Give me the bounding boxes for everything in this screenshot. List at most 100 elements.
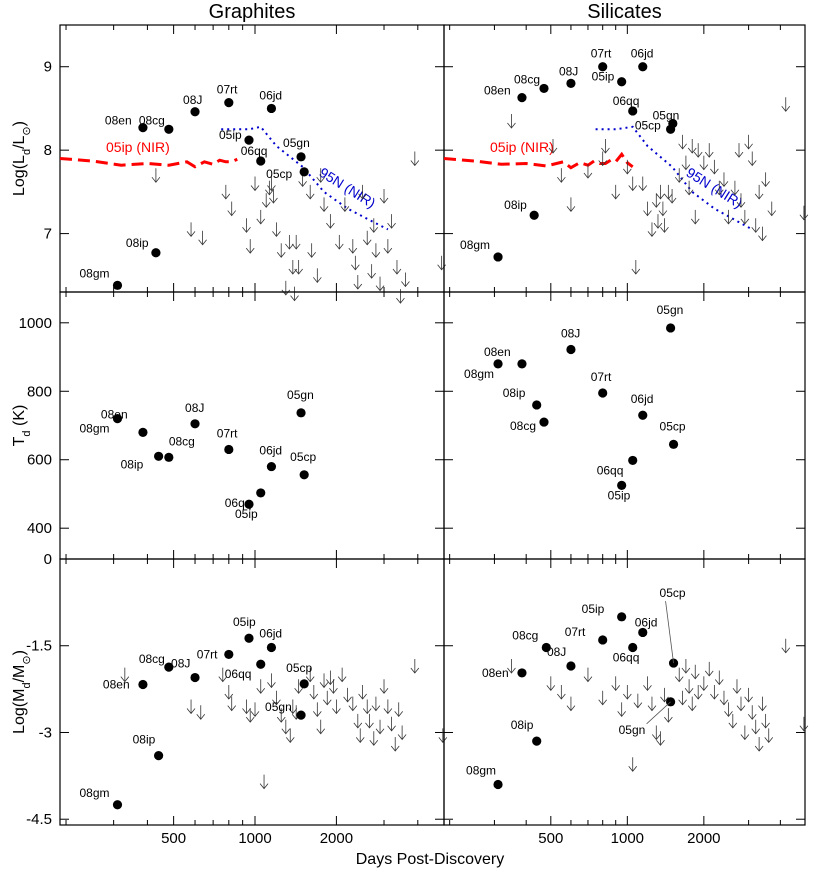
upper-limit-arrow bbox=[611, 676, 621, 691]
upper-limit-arrow bbox=[379, 679, 389, 694]
data-label-08cg: 08cg bbox=[514, 72, 540, 86]
upper-limit-arrow bbox=[704, 143, 714, 158]
data-label-05ip: 05ip bbox=[233, 615, 256, 629]
upper-limit-arrow bbox=[369, 218, 379, 233]
data-point-05ip bbox=[617, 77, 627, 87]
y-tick-label: 800 bbox=[27, 383, 52, 400]
upper-limit-arrow bbox=[383, 699, 393, 715]
upper-limit-arrow bbox=[390, 737, 400, 752]
upper-limit-arrow bbox=[647, 222, 657, 238]
upper-limit-arrow bbox=[678, 690, 687, 706]
upper-limit-arrow bbox=[656, 731, 665, 746]
data-label-06qq: 06qq bbox=[225, 496, 252, 510]
upper-limit-arrow bbox=[245, 708, 255, 723]
data-label-07rt: 07rt bbox=[565, 625, 586, 639]
data-point-05cp bbox=[668, 118, 678, 129]
upper-limit-arrow bbox=[371, 243, 381, 258]
data-label-08ip: 08ip bbox=[133, 733, 156, 747]
upper-limit-arrow bbox=[693, 143, 703, 158]
data-label-05cp: 05cp bbox=[290, 450, 316, 464]
y-tick-label: -4.5 bbox=[26, 811, 52, 828]
data-point-08en bbox=[517, 359, 527, 369]
data-point-08J bbox=[566, 344, 576, 355]
upper-limit-arrow bbox=[313, 702, 322, 717]
data-label-08cg: 08cg bbox=[139, 113, 165, 127]
data-label-05gn: 05gn bbox=[619, 723, 646, 737]
upper-limit-arrow bbox=[633, 693, 643, 709]
data-point-06qq bbox=[256, 659, 266, 669]
upper-limit-arrow bbox=[667, 189, 677, 204]
data-label-05gn: 05gn bbox=[287, 388, 314, 402]
data-label-08gm: 08gm bbox=[79, 266, 109, 280]
panel-graphites-log-md-mo-: -4.5 -3 -1.5 0 500 1000 2000 08gm 08en 08cg 08J 07r… bbox=[11, 551, 448, 847]
upper-limit-arrow bbox=[242, 699, 251, 715]
panel-silicates-log-ld-lo-: 05ip (NIR)95N (NIR)08gm08en08cg08J07rt05… bbox=[443, 1, 809, 293]
curve-05ip-nir- bbox=[59, 157, 238, 169]
upper-limit-arrow bbox=[557, 168, 566, 183]
upper-limit-arrow bbox=[761, 713, 770, 729]
data-label-06jd: 06jd bbox=[635, 615, 658, 629]
upper-limit-arrow bbox=[245, 239, 255, 254]
data-label-05gn: 05gn bbox=[653, 108, 680, 122]
data-point-08en bbox=[517, 668, 527, 678]
data-label-08ip: 08ip bbox=[511, 718, 534, 732]
upper-limit-arrow bbox=[690, 664, 700, 680]
upper-limit-arrow bbox=[375, 719, 385, 735]
upper-limit-arrow bbox=[288, 259, 298, 275]
upper-limit-arrow bbox=[744, 687, 753, 703]
upper-limit-arrow bbox=[151, 168, 161, 183]
upper-limit-arrow bbox=[387, 214, 396, 229]
upper-limit-arrow bbox=[664, 708, 673, 723]
data-label-06jd: 06jd bbox=[259, 444, 282, 458]
column-title: Graphites bbox=[209, 1, 296, 23]
panel-silicates-log-md-mo-: 500 1000 2000 08gm 08en 08cg 08J 07rt 05ip 06jd 06… bbox=[443, 558, 809, 847]
upper-limit-arrow bbox=[369, 731, 379, 746]
upper-limit-arrow bbox=[242, 218, 251, 233]
upper-limit-arrow bbox=[687, 696, 697, 712]
upper-limit-arrow bbox=[337, 667, 347, 683]
data-label-05cp: 05cp bbox=[286, 661, 312, 675]
data-point-05gn bbox=[296, 408, 306, 418]
upper-limit-arrow bbox=[747, 705, 757, 720]
data-point-06qq bbox=[256, 488, 266, 498]
upper-limit-arrow bbox=[218, 667, 228, 683]
column-title: Silicates bbox=[587, 1, 661, 23]
data-label-08en: 08en bbox=[103, 677, 130, 691]
upper-limit-arrow bbox=[267, 176, 276, 192]
upper-limit-arrow bbox=[761, 172, 770, 187]
upper-limit-arrow bbox=[638, 176, 648, 192]
data-point-06jd bbox=[266, 461, 277, 472]
upper-limit-arrow bbox=[557, 685, 566, 700]
upper-limit-arrow bbox=[631, 259, 641, 275]
upper-limit-arrow bbox=[736, 193, 746, 208]
upper-limit-arrow bbox=[507, 658, 516, 674]
curve-label: 95N (NIR) bbox=[317, 164, 379, 211]
upper-limit-arrow bbox=[256, 209, 266, 225]
upper-limit-arrow bbox=[307, 243, 316, 258]
data-label-05ip: 05ip bbox=[592, 70, 615, 84]
panel-frame bbox=[443, 558, 806, 826]
data-point-05cp bbox=[299, 167, 309, 177]
x-tick-label: 500 bbox=[538, 830, 563, 847]
data-label-05cp: 05cp bbox=[660, 419, 686, 433]
data-label-05gn: 05gn bbox=[283, 136, 310, 150]
data-label-08en: 08en bbox=[484, 84, 511, 98]
y-axis-label: Td (K) bbox=[11, 405, 33, 447]
data-point-06jd bbox=[638, 627, 648, 638]
data-point-07rt bbox=[224, 649, 234, 660]
data-label-05ip: 05ip bbox=[219, 128, 242, 142]
upper-limit-arrow bbox=[643, 676, 652, 691]
upper-limit-arrow bbox=[799, 205, 809, 221]
data-label-08ip: 08ip bbox=[126, 236, 149, 250]
upper-limit-arrow bbox=[348, 239, 358, 254]
upper-limit-arrow bbox=[334, 234, 344, 250]
data-point-08ip bbox=[529, 210, 539, 220]
data-label-06qq: 06qq bbox=[241, 144, 268, 158]
upper-limit-arrow bbox=[281, 280, 291, 296]
data-label-06qq: 06qq bbox=[225, 667, 252, 681]
upper-limit-arrow bbox=[643, 201, 652, 217]
upper-limit-arrow bbox=[651, 193, 661, 208]
data-label-06jd: 06jd bbox=[259, 626, 282, 640]
upper-limit-arrow bbox=[319, 197, 329, 213]
